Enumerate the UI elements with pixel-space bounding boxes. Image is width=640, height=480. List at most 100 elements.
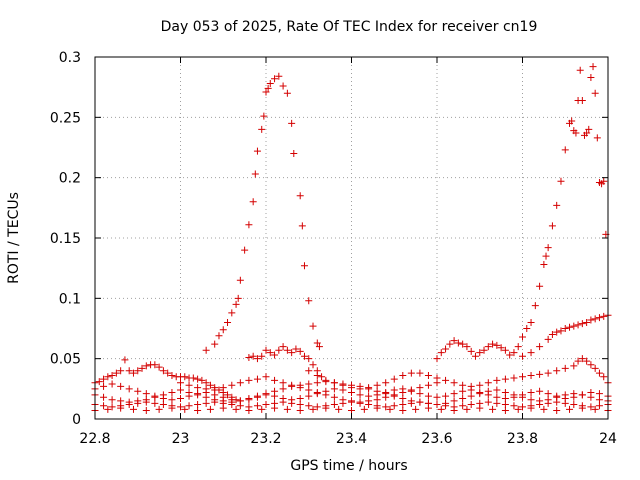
data-point xyxy=(142,362,150,370)
data-point xyxy=(557,327,565,335)
data-point xyxy=(480,346,488,354)
data-point xyxy=(151,361,159,369)
data-point xyxy=(288,349,296,357)
data-point xyxy=(211,340,219,348)
data-point xyxy=(288,119,296,127)
data-point xyxy=(553,398,561,406)
data-point xyxy=(296,347,304,355)
data-point xyxy=(578,391,586,399)
data-point xyxy=(519,352,526,360)
data-point xyxy=(437,405,445,413)
data-point xyxy=(228,396,236,404)
data-point xyxy=(108,403,116,411)
data-point xyxy=(236,379,244,387)
data-point xyxy=(356,382,364,390)
data-point xyxy=(168,372,176,380)
data-point xyxy=(510,349,518,357)
data-point xyxy=(424,372,432,380)
data-point xyxy=(100,402,108,410)
data-point xyxy=(232,405,240,413)
data-point xyxy=(181,405,189,413)
data-point xyxy=(305,386,313,394)
data-point xyxy=(129,405,137,413)
chart-title: Day 053 of 2025, Rate Of TEC Index for r… xyxy=(161,19,538,35)
data-point xyxy=(382,379,390,387)
data-point xyxy=(100,382,108,390)
data-point xyxy=(330,393,338,401)
data-point xyxy=(206,405,214,413)
data-point xyxy=(493,341,501,349)
data-point xyxy=(527,372,535,380)
x-tick-label: 23.2 xyxy=(250,431,281,447)
data-point xyxy=(253,147,261,155)
data-point xyxy=(228,309,236,317)
data-point xyxy=(279,343,287,351)
data-point xyxy=(463,405,471,413)
data-point xyxy=(279,82,287,90)
data-point xyxy=(510,393,518,401)
data-point xyxy=(600,312,608,320)
data-point xyxy=(544,390,552,398)
data-point xyxy=(442,402,450,410)
data-point xyxy=(386,405,394,413)
data-point xyxy=(159,401,167,409)
data-point xyxy=(104,373,112,381)
data-point xyxy=(578,355,586,363)
data-point xyxy=(399,372,407,380)
series-rising-arc-1 xyxy=(245,343,326,381)
data-point xyxy=(459,340,467,348)
data-point xyxy=(271,75,279,83)
x-tick-label: 23.4 xyxy=(336,431,367,447)
data-point xyxy=(258,405,266,413)
data-point xyxy=(108,380,116,388)
data-point xyxy=(570,322,578,330)
data-point xyxy=(266,80,274,88)
data-point xyxy=(258,125,266,133)
data-point xyxy=(527,404,535,412)
data-point xyxy=(236,276,244,284)
data-point xyxy=(416,390,424,398)
data-point xyxy=(202,346,210,354)
data-point xyxy=(194,401,202,409)
data-point xyxy=(536,370,544,378)
data-point xyxy=(390,375,398,383)
data-point xyxy=(236,397,244,405)
data-point xyxy=(202,399,210,407)
data-point xyxy=(407,399,415,407)
data-point xyxy=(557,177,565,185)
data-point xyxy=(117,404,125,412)
data-point xyxy=(548,331,556,339)
data-point xyxy=(484,398,492,406)
data-point xyxy=(589,63,597,71)
data-point xyxy=(501,388,509,396)
y-tick-label: 0.25 xyxy=(50,110,81,126)
data-point xyxy=(544,399,552,407)
x-axis-label: GPS time / hours xyxy=(290,458,407,474)
data-point xyxy=(412,405,420,413)
data-point xyxy=(442,376,450,384)
data-point xyxy=(548,222,556,230)
data-point xyxy=(561,394,569,402)
data-point xyxy=(138,364,146,372)
data-point xyxy=(523,325,531,332)
y-tick-label: 0.2 xyxy=(59,171,81,187)
data-point xyxy=(501,346,509,354)
data-point xyxy=(373,391,381,399)
data-point xyxy=(322,404,330,412)
data-point xyxy=(510,374,518,382)
data-point xyxy=(484,379,492,387)
data-point xyxy=(245,376,253,384)
data-point xyxy=(433,393,441,401)
data-point xyxy=(442,345,450,353)
data-point xyxy=(497,344,505,352)
data-point xyxy=(587,74,595,82)
data-point xyxy=(348,388,355,396)
data-point xyxy=(514,405,522,413)
data-point xyxy=(266,349,274,357)
data-point xyxy=(142,398,150,406)
data-point xyxy=(198,376,206,384)
data-point xyxy=(566,323,574,331)
data-point xyxy=(542,252,550,260)
data-point xyxy=(112,369,120,377)
data-point xyxy=(305,297,313,305)
